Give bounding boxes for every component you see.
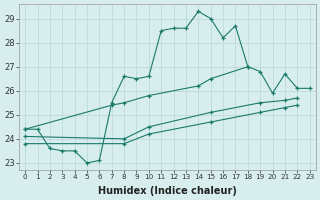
X-axis label: Humidex (Indice chaleur): Humidex (Indice chaleur) [98,186,237,196]
